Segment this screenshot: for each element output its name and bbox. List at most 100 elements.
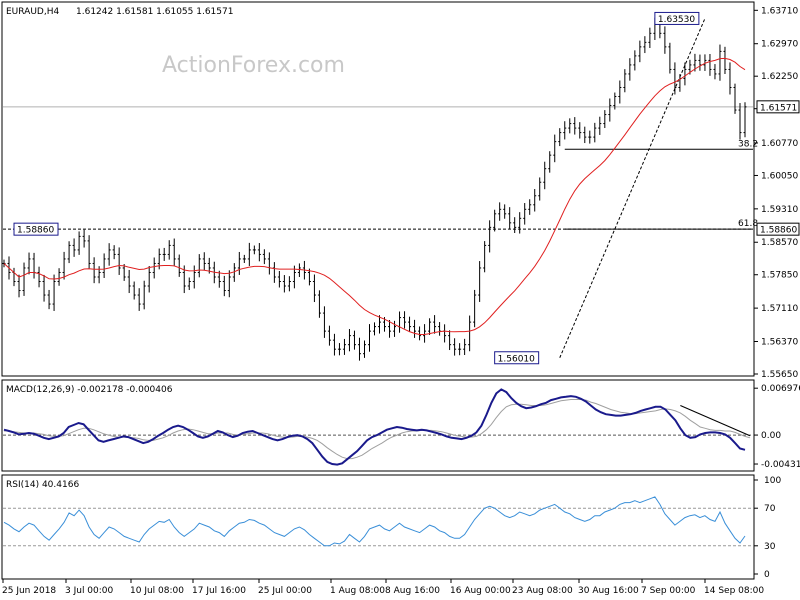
price-bar (488, 220, 492, 253)
price-bars (2, 17, 747, 361)
time-tick-label: 10 Jul 08:00 (130, 586, 184, 596)
macd-main-line (3, 388, 746, 466)
price-bar (107, 243, 111, 266)
price-bar (703, 54, 707, 71)
price-bar (733, 83, 737, 114)
price-bar (543, 161, 547, 190)
price-label-text: 1.56010 (498, 354, 535, 364)
price-bar (603, 110, 607, 129)
price-bar (252, 245, 256, 255)
price-bar (232, 263, 236, 282)
price-bar (357, 337, 361, 361)
price-label-text: 1.58860 (17, 226, 54, 236)
price-bar (373, 322, 376, 336)
price-bar (523, 203, 527, 225)
price-bar (317, 290, 321, 318)
fib-level-label: 38.2 (738, 139, 758, 149)
price-bar (583, 126, 587, 144)
price-bar (307, 268, 311, 286)
price-bar (568, 118, 572, 134)
price-bar (117, 247, 121, 275)
price-tick-label: 1.58570 (761, 238, 798, 248)
price-tick-label: 1.56370 (761, 338, 798, 348)
price-bar (162, 247, 166, 261)
price-bar (628, 58, 632, 81)
price-bar (57, 268, 61, 286)
price-bar (423, 324, 427, 343)
price-bar (257, 243, 261, 262)
fib-level-label: 61.8 (738, 219, 758, 229)
price-bar (47, 289, 51, 310)
price-bar (393, 320, 397, 337)
time-tick-label: 25 Jun 2018 (2, 586, 56, 596)
price-bar (478, 261, 482, 302)
price-bar (52, 274, 56, 311)
price-bar (172, 238, 176, 266)
price-bar (638, 40, 642, 63)
price-bar (403, 311, 407, 329)
price-bar (192, 265, 196, 289)
price-bar (327, 325, 331, 346)
price-bar (623, 69, 627, 93)
price-bar (468, 315, 472, 352)
rsi-y-axis: 100 70 30 0 (754, 476, 781, 580)
price-annotations: 1.63530 1.58860 1.56010 1.61571 1.58860 (13, 11, 800, 365)
time-tick-label: 7 Sep 00:00 (641, 586, 696, 596)
time-tick-label: 8 Aug 16:00 (385, 586, 440, 596)
price-bar (708, 53, 712, 76)
time-tick-label: 3 Jul 00:00 (65, 586, 114, 596)
rsi-panel (1, 474, 755, 580)
macd-lines (3, 388, 753, 466)
price-tick-label: 1.60770 (761, 139, 798, 149)
rsi-lines (3, 496, 753, 547)
price-label-low: 1.56010 (494, 351, 540, 365)
time-tick-label: 1 Aug 08:00 (330, 586, 385, 596)
price-label-text: 1.63530 (658, 15, 695, 25)
time-tick-label: 25 Jul 00:00 (258, 586, 312, 596)
price-bar (378, 315, 382, 334)
rsi-title: RSI(14) 40.4166 (6, 480, 79, 490)
price-bar (428, 318, 432, 335)
price-bar (37, 266, 41, 288)
price-bar (573, 117, 577, 135)
price-bar (62, 251, 66, 280)
price-bar (277, 270, 281, 288)
price-bar (558, 128, 562, 147)
price-tick-label: 1.57850 (761, 271, 798, 281)
time-tick-label: 14 Sep 08:00 (704, 586, 764, 596)
price-bar (77, 231, 81, 255)
price-bar (723, 46, 727, 75)
price-bar (673, 62, 677, 95)
price-bar (493, 209, 497, 232)
time-tick-label: 16 Aug 00:00 (450, 586, 511, 596)
price-label-high: 1.63530 (654, 11, 700, 25)
price-label-box (494, 351, 540, 365)
price-bar (322, 306, 326, 338)
rsi-tick-label: 0 (764, 570, 770, 580)
price-bar (413, 319, 417, 338)
time-tick-label: 17 Jul 16:00 (192, 586, 246, 596)
rsi-line (3, 496, 746, 547)
price-label-box (654, 11, 700, 25)
price-bar (222, 275, 226, 297)
price-bar (237, 251, 241, 275)
price-tick-label: 1.59310 (761, 205, 798, 215)
price-bar (513, 217, 517, 234)
price-bar (683, 62, 687, 86)
price-bar (82, 229, 86, 248)
price-bar (528, 199, 532, 215)
price-bar (242, 254, 246, 263)
price-bar (408, 316, 412, 333)
price-bar (127, 269, 131, 294)
price-bar (87, 235, 91, 270)
price-panel (1, 1, 755, 377)
price-bar (388, 320, 392, 338)
macd-trend-line (680, 405, 751, 437)
macd-tick-label: -0.00431 (761, 460, 800, 470)
axis-price-box (756, 100, 800, 114)
price-bar (112, 245, 116, 260)
moving-average (3, 57, 746, 335)
price-bar (538, 177, 542, 201)
price-bar (648, 27, 652, 49)
price-bar (152, 257, 156, 279)
